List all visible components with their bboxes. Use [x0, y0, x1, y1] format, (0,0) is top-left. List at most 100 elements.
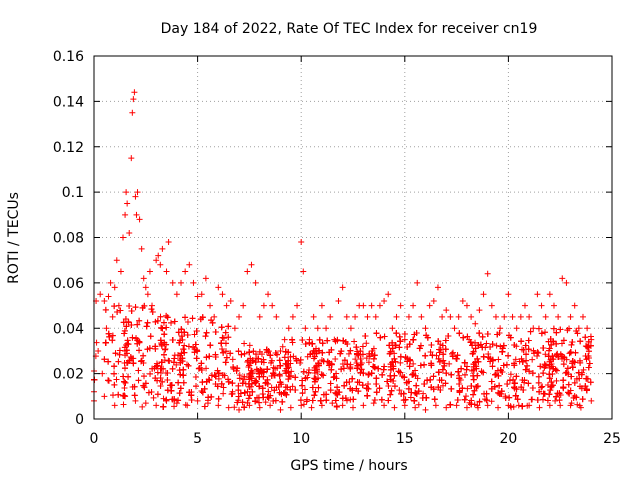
data-point: [470, 391, 477, 398]
data-point: [256, 383, 263, 390]
data-point: [439, 342, 446, 349]
data-point: [353, 344, 360, 351]
data-point: [530, 325, 537, 332]
data-point: [252, 359, 259, 366]
data-point: [255, 355, 262, 362]
data-point: [181, 342, 188, 349]
data-point: [335, 298, 342, 305]
data-point: [523, 357, 530, 364]
data-point: [391, 383, 398, 390]
data-point: [509, 313, 516, 320]
data-point: [125, 373, 132, 380]
data-point: [163, 341, 170, 348]
data-point: [148, 389, 155, 396]
data-point: [373, 330, 380, 337]
data-point: [189, 315, 196, 322]
data-point: [339, 402, 346, 409]
data-point: [546, 291, 553, 298]
data-point: [131, 89, 138, 96]
y-tick-label: 0.12: [53, 140, 84, 156]
data-point: [526, 313, 533, 320]
data-point: [115, 391, 122, 398]
data-point: [113, 376, 120, 383]
data-point: [265, 388, 272, 395]
data-point: [343, 313, 350, 320]
data-point: [208, 372, 215, 379]
data-point: [138, 245, 145, 252]
data-point: [318, 302, 325, 309]
data-point: [580, 366, 587, 373]
data-point: [395, 368, 402, 375]
data-point: [292, 374, 299, 381]
y-tick-label: 0.06: [53, 276, 84, 292]
data-point: [525, 346, 532, 353]
data-point: [461, 371, 468, 378]
data-point: [455, 368, 462, 375]
data-point: [333, 403, 340, 410]
data-point: [129, 384, 136, 391]
data-point: [381, 333, 388, 340]
data-point: [370, 400, 377, 407]
data-point: [250, 348, 257, 355]
data-point: [129, 355, 136, 362]
data-point: [105, 377, 112, 384]
data-point: [397, 302, 404, 309]
data-point: [553, 377, 560, 384]
data-point: [392, 358, 399, 365]
data-point: [99, 370, 106, 377]
data-point: [583, 386, 590, 393]
data-point: [241, 404, 248, 411]
data-point: [390, 365, 397, 372]
data-point: [379, 371, 386, 378]
data-point: [538, 330, 545, 337]
data-point: [282, 367, 289, 374]
data-point: [294, 302, 301, 309]
data-point: [285, 369, 292, 376]
data-point: [113, 257, 120, 264]
data-point: [447, 401, 454, 408]
data-point: [306, 366, 313, 373]
data-point: [248, 375, 255, 382]
data-point: [535, 373, 542, 380]
data-point: [171, 403, 178, 410]
data-point: [405, 378, 412, 385]
data-point: [364, 313, 371, 320]
data-point: [241, 340, 248, 347]
data-point: [579, 396, 586, 403]
data-point: [259, 385, 266, 392]
data-point: [287, 404, 294, 411]
data-point: [387, 376, 394, 383]
data-point: [341, 382, 348, 389]
data-point: [424, 334, 431, 341]
data-point: [400, 397, 407, 404]
data-point: [360, 402, 367, 409]
data-point: [302, 325, 309, 332]
data-point: [567, 313, 574, 320]
data-point: [413, 391, 420, 398]
data-point: [126, 303, 133, 310]
data-point: [357, 361, 364, 368]
data-point: [176, 339, 183, 346]
data-point: [192, 373, 199, 380]
data-point: [517, 313, 524, 320]
data-point: [163, 268, 170, 275]
data-point: [315, 362, 322, 369]
data-point: [279, 343, 286, 350]
data-point: [134, 337, 141, 344]
data-point: [201, 385, 208, 392]
x-tick-label: 5: [193, 431, 202, 447]
data-point: [197, 316, 204, 323]
data-point: [311, 367, 318, 374]
data-point: [495, 356, 502, 363]
data-point: [422, 325, 429, 332]
data-point: [180, 379, 187, 386]
data-point: [149, 365, 156, 372]
y-tick-label: 0.14: [53, 94, 84, 110]
data-point: [391, 372, 398, 379]
data-point: [262, 399, 269, 406]
data-point: [501, 313, 508, 320]
data-point: [188, 396, 195, 403]
data-point: [202, 333, 209, 340]
data-point: [215, 375, 222, 382]
data-point: [136, 347, 143, 354]
